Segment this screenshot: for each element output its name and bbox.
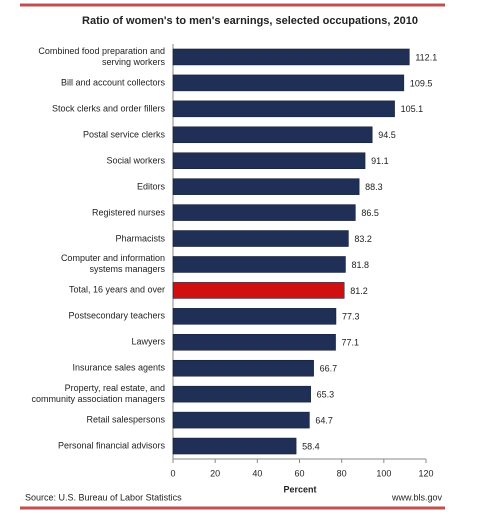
source: Source: U.S. Bureau of Labor Statistics bbox=[25, 492, 182, 502]
category-label: Bill and account collectors bbox=[60, 77, 165, 88]
category-label: Computer and information systems manager… bbox=[60, 253, 165, 275]
category-label: Pharmacists bbox=[115, 233, 165, 244]
category-label: Insurance sales agents bbox=[72, 362, 165, 373]
category-label: Stock clerks and order fillers bbox=[51, 103, 165, 114]
value-label: 91.1 bbox=[371, 156, 389, 166]
bar bbox=[172, 359, 314, 377]
category-label: Postal service clerks bbox=[82, 129, 165, 140]
category-label: Postsecondary teachers bbox=[68, 310, 165, 321]
bar bbox=[172, 282, 345, 299]
bar bbox=[172, 152, 366, 169]
category-label: Editors bbox=[136, 181, 165, 192]
bar bbox=[172, 74, 405, 92]
value-label: 77.1 bbox=[342, 338, 360, 348]
bar bbox=[172, 204, 356, 221]
bar bbox=[172, 100, 395, 118]
value-label: 88.3 bbox=[365, 182, 383, 192]
bar bbox=[172, 178, 360, 195]
value-label: 105.1 bbox=[401, 104, 424, 114]
category-label: Property, real estate, and community ass… bbox=[31, 383, 165, 405]
bar bbox=[172, 230, 349, 247]
category-label: Total, 16 years and over bbox=[68, 284, 165, 295]
category-label: Combined food preparation and serving wo… bbox=[38, 45, 165, 67]
bar bbox=[172, 308, 337, 325]
chart-title: Ratio of women's to men's earnings, sele… bbox=[82, 15, 418, 27]
category-label: Registered nurses bbox=[91, 207, 165, 218]
value-label: 83.2 bbox=[354, 234, 372, 244]
x-tick-label: 0 bbox=[170, 468, 175, 478]
value-label: 86.5 bbox=[361, 208, 379, 218]
x-tick-label: 120 bbox=[418, 468, 433, 478]
category-label: Lawyers bbox=[131, 336, 165, 347]
value-label: 81.8 bbox=[351, 260, 369, 270]
x-tick-label: 20 bbox=[210, 468, 220, 478]
value-label: 109.5 bbox=[410, 78, 433, 88]
bar bbox=[172, 256, 346, 273]
x-tick-label: 40 bbox=[252, 468, 262, 478]
category-label: Retail salespersons bbox=[86, 414, 165, 425]
bar bbox=[172, 385, 311, 403]
value-label: 64.7 bbox=[315, 415, 333, 425]
value-label: 58.4 bbox=[302, 441, 320, 451]
value-label: 112.1 bbox=[415, 52, 437, 62]
bar bbox=[172, 126, 373, 144]
value-label: 77.3 bbox=[342, 312, 360, 322]
bar bbox=[172, 48, 410, 66]
bar bbox=[172, 437, 297, 455]
x-axis-label: Percent bbox=[283, 484, 316, 494]
url: www.bls.gov bbox=[391, 492, 443, 502]
x-tick-label: 80 bbox=[337, 468, 347, 478]
value-label: 81.2 bbox=[350, 286, 368, 296]
value-label: 65.3 bbox=[317, 390, 335, 400]
value-label: 94.5 bbox=[378, 130, 396, 140]
x-tick-label: 60 bbox=[294, 468, 304, 478]
category-label: Personal financial advisors bbox=[57, 440, 165, 451]
bar bbox=[172, 334, 336, 351]
bar bbox=[172, 411, 310, 429]
value-label: 66.7 bbox=[320, 364, 338, 374]
category-label: Social workers bbox=[106, 155, 165, 166]
x-tick-label: 100 bbox=[376, 468, 391, 478]
